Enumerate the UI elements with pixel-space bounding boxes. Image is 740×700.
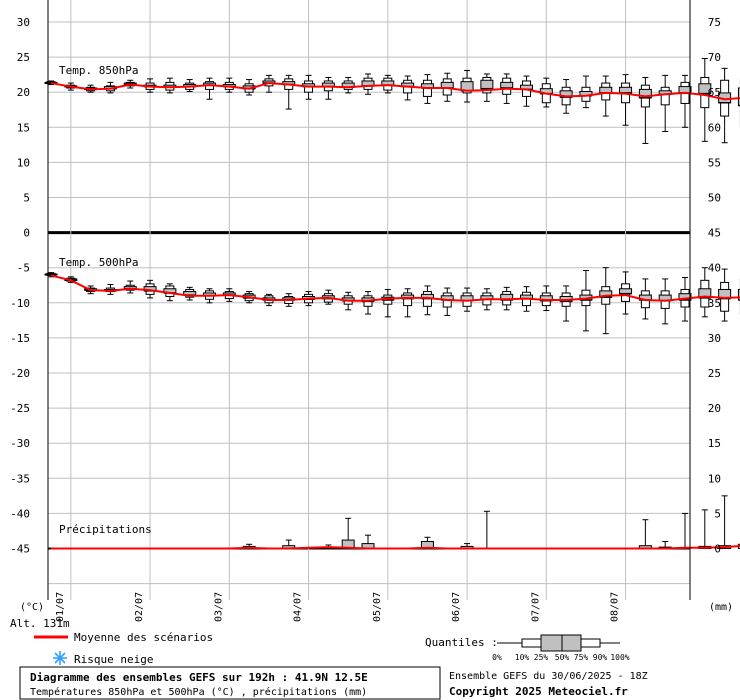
y-right-tick-label: 15 bbox=[708, 437, 721, 450]
label-precipitation: Précipitations bbox=[59, 523, 152, 536]
footer-title: Diagramme des ensembles GEFS sur 192h : … bbox=[30, 671, 368, 684]
series-precipitation bbox=[51, 495, 740, 550]
y-right-tick-label: 25 bbox=[708, 367, 721, 380]
legend-mean-label: Moyenne des scénarios bbox=[74, 631, 213, 644]
y-left-tick-label: 5 bbox=[23, 192, 30, 205]
x-tick-label: 01/07 bbox=[55, 592, 66, 622]
y-left-tick-label: 25 bbox=[17, 51, 30, 64]
box-850-mean-line bbox=[50, 82, 740, 101]
box-850-quartile-box bbox=[619, 86, 633, 94]
y-right-tick-label: 70 bbox=[708, 51, 721, 64]
legend-snow-label: Risque neige bbox=[74, 653, 153, 666]
legend-quantile-value: 10% bbox=[515, 653, 530, 662]
y-right-tick-label: 50 bbox=[708, 192, 721, 205]
legend-quantile-value: 50% bbox=[555, 653, 570, 662]
legend-quantiles-label: Quantiles : bbox=[425, 636, 498, 649]
footer-copyright: Copyright 2025 Meteociel.fr bbox=[449, 685, 628, 698]
y-left-tick-label: -20 bbox=[10, 367, 30, 380]
y-left-tick-label: -25 bbox=[10, 402, 30, 415]
legend-quartile-box bbox=[540, 634, 582, 652]
label-850hpa: Temp. 850hPa bbox=[59, 64, 138, 77]
y-left-tick-label: -10 bbox=[10, 297, 30, 310]
y-right-tick-label: 30 bbox=[708, 332, 721, 345]
series-500hpa bbox=[44, 267, 740, 335]
y-left-tick-label: -40 bbox=[10, 507, 30, 520]
y-left-tick-label: -5 bbox=[17, 262, 30, 275]
y-left-tick-label: 0 bbox=[23, 227, 30, 240]
x-tick-label: 04/07 bbox=[293, 592, 304, 622]
x-tick-label: 02/07 bbox=[134, 592, 145, 622]
footer-subtitle: Températures 850hPa et 500hPa (°C) , pré… bbox=[30, 686, 367, 698]
y-right-tick-label: 10 bbox=[708, 472, 721, 485]
y-right-tick-label: 20 bbox=[708, 402, 721, 415]
precip-mean-line bbox=[51, 545, 740, 550]
box-850-quartile-box bbox=[480, 79, 494, 90]
y-left-tick-label: -30 bbox=[10, 437, 30, 450]
y-right-tick-label: 5 bbox=[714, 507, 721, 520]
legend-quantile-value: 75% bbox=[574, 653, 589, 662]
box-500-quartile-box bbox=[737, 288, 740, 301]
y-right-tick-label: 60 bbox=[708, 121, 721, 134]
legend-quantile-value: 0% bbox=[492, 653, 502, 662]
footer-run-info: Ensemble GEFS du 30/06/2025 - 18Z bbox=[449, 671, 648, 682]
box-850-quartile-box bbox=[500, 81, 514, 89]
x-tick-label: 07/07 bbox=[530, 592, 541, 622]
x-tick-label: 03/07 bbox=[213, 592, 224, 622]
legend-quantile-value: 90% bbox=[593, 653, 608, 662]
x-tick-label: 08/07 bbox=[610, 592, 621, 622]
y-right-tick-label: 75 bbox=[708, 16, 721, 29]
y-left-tick-label: -45 bbox=[10, 543, 30, 556]
y-right-tick-label: 65 bbox=[708, 86, 721, 99]
left-unit-label: (°C) bbox=[20, 602, 44, 613]
label-500hpa: Temp. 500hPa bbox=[59, 256, 138, 269]
series-850hpa bbox=[44, 58, 740, 144]
y-left-tick-label: 15 bbox=[17, 121, 30, 134]
box-500-mean-line bbox=[50, 274, 740, 302]
y-left-tick-label: 20 bbox=[17, 86, 30, 99]
y-right-tick-label: 55 bbox=[708, 156, 721, 169]
altitude-label: Alt. 131m bbox=[10, 617, 70, 630]
box-850-decile-box bbox=[660, 86, 670, 106]
y-left-tick-label: -35 bbox=[10, 472, 30, 485]
y-left-tick-label: 10 bbox=[17, 156, 30, 169]
y-right-tick-label: 35 bbox=[708, 297, 721, 310]
right-unit-label: (mm) bbox=[709, 602, 733, 613]
box-850-quartile-box bbox=[737, 87, 740, 107]
y-left-tick-label: -15 bbox=[10, 332, 30, 345]
legend-quantile-value: 25% bbox=[534, 653, 549, 662]
x-tick-label: 06/07 bbox=[451, 592, 462, 622]
y-right-tick-label: 40 bbox=[708, 262, 721, 275]
legend-quantile-value: 100% bbox=[610, 653, 629, 662]
legend-quantile-box: 0% 10% 25% 50% 75% 90% 100% bbox=[492, 634, 630, 662]
y-right-tick-label: 0 bbox=[714, 543, 721, 556]
y-right-tick-label: 45 bbox=[708, 227, 721, 240]
footer-title-box bbox=[19, 666, 441, 700]
y-left-tick-label: 30 bbox=[17, 16, 30, 29]
x-tick-label: 05/07 bbox=[372, 592, 383, 622]
snowflake-icon bbox=[53, 651, 67, 665]
